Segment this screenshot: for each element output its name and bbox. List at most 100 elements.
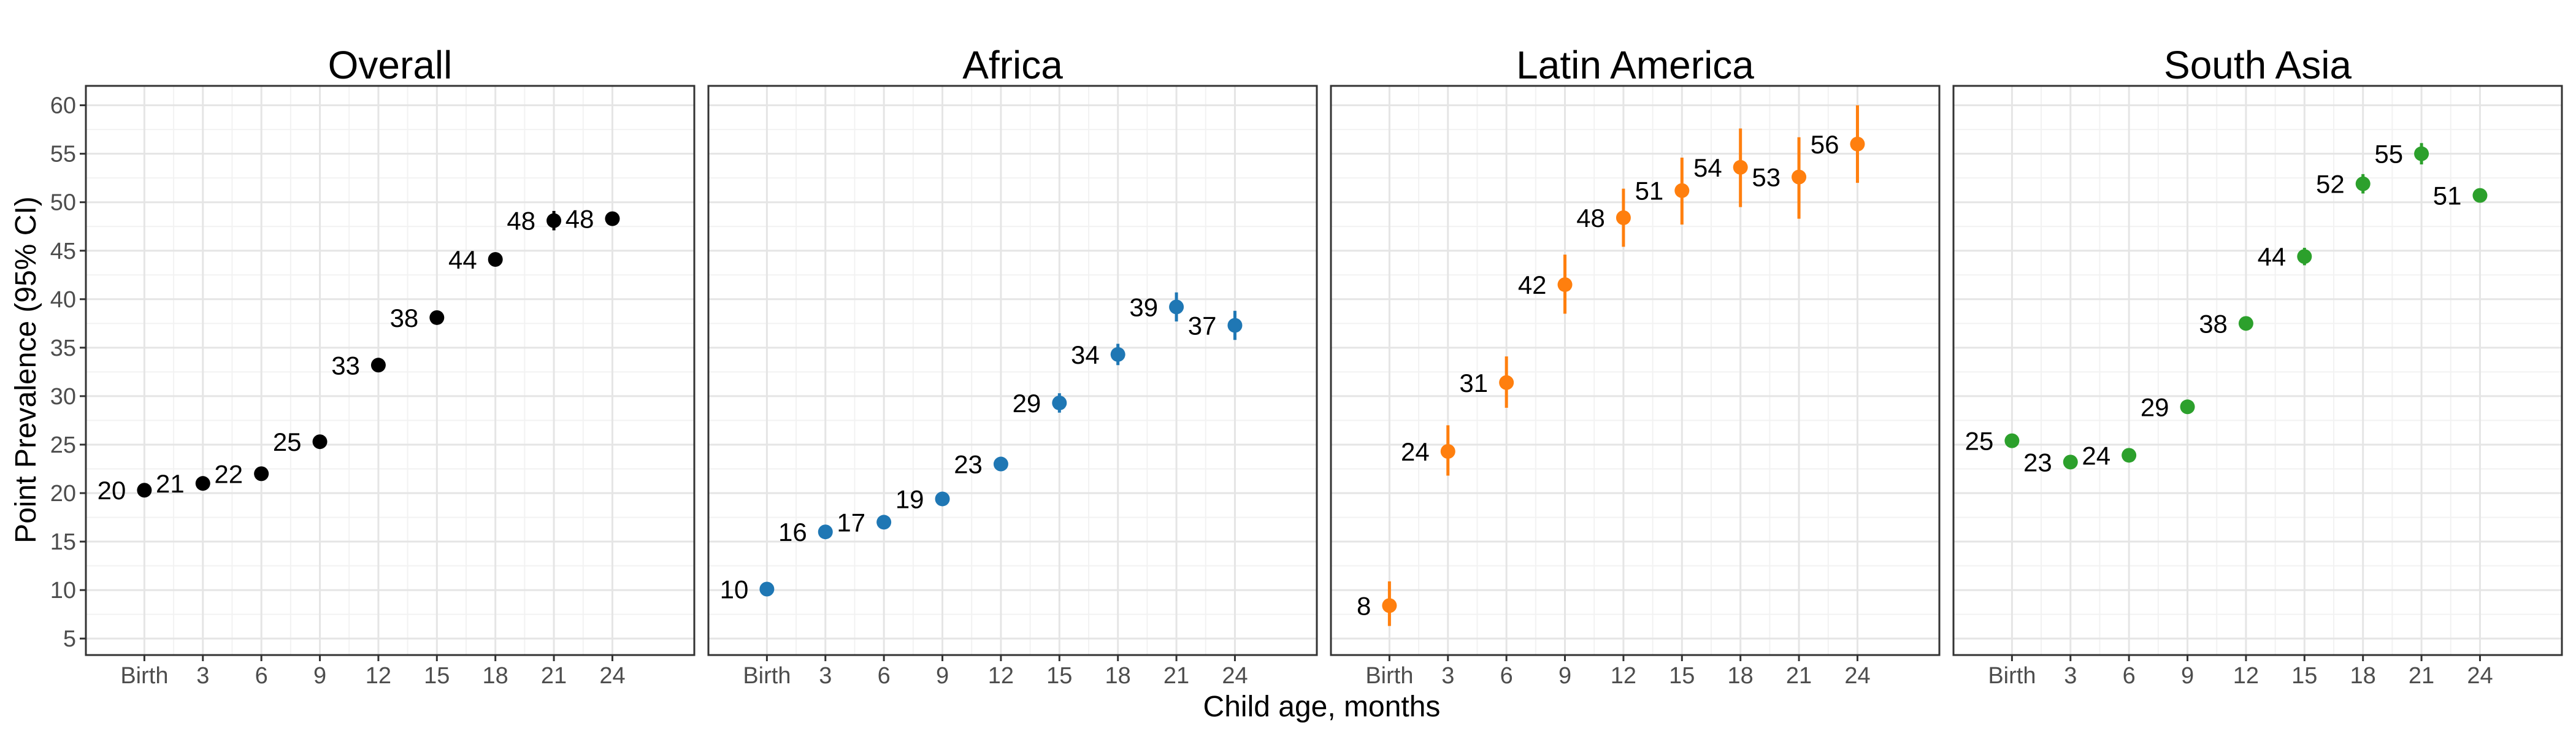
data-label: 42 — [1518, 270, 1547, 299]
data-label: 51 — [2433, 182, 2462, 210]
data-label: 54 — [1693, 153, 1722, 182]
data-label: 38 — [390, 304, 419, 332]
data-point — [993, 456, 1008, 472]
panel-background — [86, 86, 694, 655]
y-tick-label: 45 — [50, 239, 76, 264]
data-label: 55 — [2374, 140, 2403, 169]
data-label: 17 — [837, 508, 865, 537]
data-label: 56 — [1811, 130, 1839, 159]
data-label: 22 — [214, 459, 243, 488]
data-label: 29 — [2141, 393, 2169, 421]
panel-0: Overall 5 10 15 20 25 30 35 40 45 50 55 60 Birth 3 6 9 12… — [50, 43, 696, 689]
data-label: 23 — [2023, 448, 2052, 477]
data-label: 48 — [1576, 204, 1605, 232]
y-tick-label: 30 — [50, 384, 76, 410]
panel-3: South Asia Birth 3 6 9 12 15 18 21 24 25 23 24 29 38 44… — [1952, 43, 2563, 689]
data-label: 51 — [1635, 177, 1664, 205]
x-tick-label: 3 — [2064, 663, 2077, 689]
x-tick-label: 15 — [424, 663, 450, 689]
data-label: 33 — [331, 351, 360, 380]
data-label: 37 — [1188, 311, 1217, 340]
x-tick-label: Birth — [1988, 663, 2036, 689]
x-tick-label: 18 — [2350, 663, 2376, 689]
data-point — [1382, 598, 1397, 613]
x-tick-label: 21 — [1786, 663, 1812, 689]
x-tick-label: 15 — [2291, 663, 2317, 689]
data-label: 10 — [720, 575, 749, 604]
data-label: 23 — [954, 450, 983, 479]
panel-background — [1331, 86, 1939, 655]
data-label: 44 — [448, 245, 477, 274]
y-tick-label: 60 — [50, 93, 76, 119]
data-label: 25 — [1965, 427, 1994, 456]
data-point — [2122, 448, 2137, 463]
x-tick-label: 21 — [1163, 663, 1189, 689]
x-tick-label: 6 — [2123, 663, 2136, 689]
x-tick-label: 18 — [1728, 663, 1754, 689]
data-point — [1052, 395, 1067, 410]
y-tick-label: 50 — [50, 190, 76, 216]
data-point — [1792, 169, 1807, 185]
data-label: 31 — [1459, 369, 1488, 397]
data-label: 21 — [156, 469, 185, 498]
data-point — [2414, 146, 2429, 161]
data-label: 48 — [565, 205, 594, 234]
data-label: 25 — [273, 427, 302, 456]
panel-border — [707, 85, 1318, 656]
x-tick-label: 15 — [1669, 663, 1695, 689]
data-label: 48 — [507, 207, 535, 236]
panel-border — [85, 85, 696, 656]
panel-1: Africa Birth 3 6 9 12 15 18 21 24 10 16 17 19 23 29 34 39… — [707, 43, 1318, 689]
data-point — [1557, 277, 1573, 293]
data-point — [2472, 188, 2488, 203]
data-point — [195, 476, 210, 491]
y-tick-label: 10 — [50, 578, 76, 604]
x-tick-label: 15 — [1046, 663, 1072, 689]
data-point — [1169, 299, 1184, 315]
x-tick-label: 9 — [2181, 663, 2194, 689]
x-tick-label: 9 — [936, 663, 949, 689]
x-tick-label: Birth — [1365, 663, 1413, 689]
x-tick-label: 21 — [541, 663, 567, 689]
data-label: 24 — [1401, 437, 1430, 466]
x-tick-label: 12 — [2233, 663, 2259, 689]
x-tick-label: 18 — [1105, 663, 1131, 689]
data-label: 44 — [2258, 242, 2287, 271]
data-point — [1440, 444, 1455, 459]
data-point — [1110, 347, 1125, 362]
x-tick-label: 6 — [1500, 663, 1513, 689]
x-tick-label: 24 — [599, 663, 625, 689]
data-point — [1850, 136, 1865, 151]
data-point — [605, 211, 620, 226]
data-label: 24 — [2082, 441, 2110, 470]
y-tick-label: 5 — [63, 626, 76, 652]
data-point — [429, 310, 445, 325]
panel-title: Latin America — [1516, 43, 1754, 87]
data-point — [2180, 399, 2195, 415]
data-point — [1733, 159, 1748, 175]
x-tick-label: 9 — [313, 663, 326, 689]
x-tick-label: 24 — [2467, 663, 2493, 689]
y-axis-title: Point Prevalence (95% CI) — [10, 196, 42, 543]
x-tick-label: 24 — [1844, 663, 1870, 689]
data-point — [818, 524, 833, 540]
data-point — [370, 358, 386, 373]
x-tick-label: 12 — [988, 663, 1014, 689]
data-point — [2238, 316, 2253, 331]
data-point — [2004, 433, 2020, 448]
data-label: 19 — [895, 485, 924, 513]
data-point — [2063, 454, 2078, 470]
data-point — [1616, 210, 1631, 226]
data-point — [876, 515, 892, 530]
data-point — [488, 251, 503, 267]
y-tick-label: 15 — [50, 529, 76, 555]
data-label: 38 — [2199, 309, 2228, 338]
panel-border — [1952, 85, 2563, 656]
data-label: 34 — [1071, 340, 1100, 369]
data-point — [935, 491, 950, 507]
panel-background — [708, 86, 1317, 655]
x-tick-label: 9 — [1558, 663, 1571, 689]
data-label: 20 — [98, 476, 126, 505]
x-tick-label: Birth — [743, 663, 791, 689]
